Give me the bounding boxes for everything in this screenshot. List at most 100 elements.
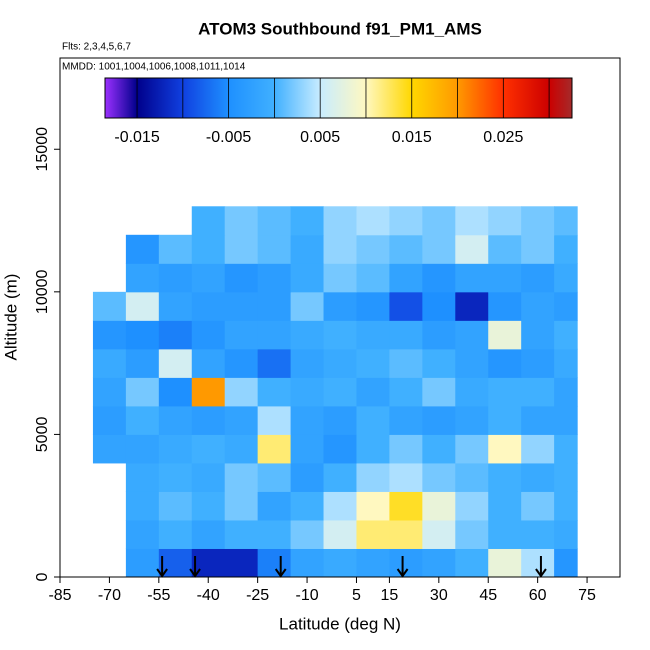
heat-cell — [356, 462, 390, 492]
heat-cell — [224, 234, 259, 264]
heat-cell — [191, 434, 226, 464]
heat-cell — [224, 462, 259, 492]
heat-cell — [521, 348, 555, 378]
heat-cell — [257, 548, 292, 578]
heat-cell — [257, 519, 292, 549]
heat-cell — [158, 348, 193, 378]
heat-cell — [290, 491, 325, 521]
heat-cell — [92, 405, 127, 435]
heat-cell — [389, 405, 423, 435]
heat-cell — [290, 462, 325, 492]
heat-cell — [290, 434, 325, 464]
heat-cell — [323, 206, 357, 236]
y-tick-label: 15000 — [34, 127, 51, 172]
x-tick-label: -55 — [147, 587, 170, 604]
heat-cell — [191, 291, 226, 321]
heat-cell — [389, 491, 423, 521]
y-tick-label: 5000 — [34, 417, 51, 453]
heat-cell — [422, 434, 456, 464]
heat-cell — [125, 519, 160, 549]
heat-cell — [356, 519, 390, 549]
heat-cell — [323, 434, 357, 464]
heat-cell — [389, 434, 423, 464]
heat-cell — [125, 377, 160, 407]
heat-cell — [455, 405, 489, 435]
heat-cell — [356, 206, 390, 236]
heat-cell — [356, 548, 390, 578]
flight-arrow-head — [156, 568, 168, 578]
heat-cell — [356, 377, 390, 407]
heat-cell — [191, 263, 226, 293]
heat-cell — [488, 206, 522, 236]
annotation: MMDD: 1001,1004,1006,1008,1011,1014 — [62, 62, 246, 73]
heat-cell — [389, 234, 423, 264]
heat-cell — [158, 434, 193, 464]
heat-cell — [224, 405, 259, 435]
heat-cell — [92, 434, 127, 464]
heat-cell — [521, 405, 555, 435]
heat-cell — [554, 434, 578, 464]
heat-cell — [224, 291, 259, 321]
heat-cell — [422, 234, 456, 264]
heat-cell — [521, 263, 555, 293]
heat-cell — [521, 291, 555, 321]
heat-cell — [521, 519, 555, 549]
heat-cell — [125, 291, 160, 321]
x-tick-label: -85 — [48, 587, 71, 604]
heat-cell — [323, 491, 357, 521]
heat-cell — [521, 206, 555, 236]
colorbar-tick-label: -0.015 — [114, 129, 159, 146]
heat-cell — [191, 519, 226, 549]
heat-cell — [554, 348, 578, 378]
heat-cell — [158, 377, 193, 407]
heat-cell — [488, 291, 522, 321]
heat-cell — [290, 405, 325, 435]
heat-cell — [224, 519, 259, 549]
heat-cell — [389, 348, 423, 378]
heat-cell — [158, 291, 193, 321]
heat-cell — [455, 462, 489, 492]
heat-cell — [257, 405, 292, 435]
heat-cell — [356, 434, 390, 464]
heat-cell — [125, 263, 160, 293]
heat-cell — [290, 206, 325, 236]
heat-cell — [257, 263, 292, 293]
heat-cell — [521, 491, 555, 521]
heat-cell — [356, 491, 390, 521]
heat-cell — [191, 206, 226, 236]
heat-cell — [224, 548, 259, 578]
heat-cell — [455, 491, 489, 521]
heat-cell — [422, 462, 456, 492]
x-axis-label: Latitude (deg N) — [279, 614, 401, 633]
heat-cell — [389, 462, 423, 492]
heat-cell — [488, 405, 522, 435]
heat-cell — [455, 291, 489, 321]
annotation: Flts: 2,3,4,5,6,7 — [62, 42, 131, 53]
heat-cell — [257, 234, 292, 264]
heat-cell — [224, 348, 259, 378]
heat-cell — [290, 291, 325, 321]
x-tick-label: -10 — [295, 587, 318, 604]
heat-cell — [323, 263, 357, 293]
heat-cell — [257, 348, 292, 378]
heat-cell — [257, 206, 292, 236]
heat-cell — [422, 491, 456, 521]
heat-cell — [422, 348, 456, 378]
heat-cell — [290, 548, 325, 578]
heat-cell — [488, 377, 522, 407]
heat-cell — [323, 548, 357, 578]
heat-cell — [323, 320, 357, 350]
heat-cell — [389, 519, 423, 549]
heat-cell — [554, 263, 578, 293]
heat-cell — [488, 234, 522, 264]
heat-cell — [323, 377, 357, 407]
heat-cell — [389, 263, 423, 293]
heat-cell — [290, 377, 325, 407]
heat-cell — [224, 320, 259, 350]
x-tick-label: 30 — [430, 587, 448, 604]
heat-cell — [488, 263, 522, 293]
x-tick-label: 45 — [479, 587, 497, 604]
flight-arrow-head — [535, 568, 547, 578]
heat-cell — [158, 263, 193, 293]
colorbar-tick-label: 0.005 — [300, 129, 340, 146]
